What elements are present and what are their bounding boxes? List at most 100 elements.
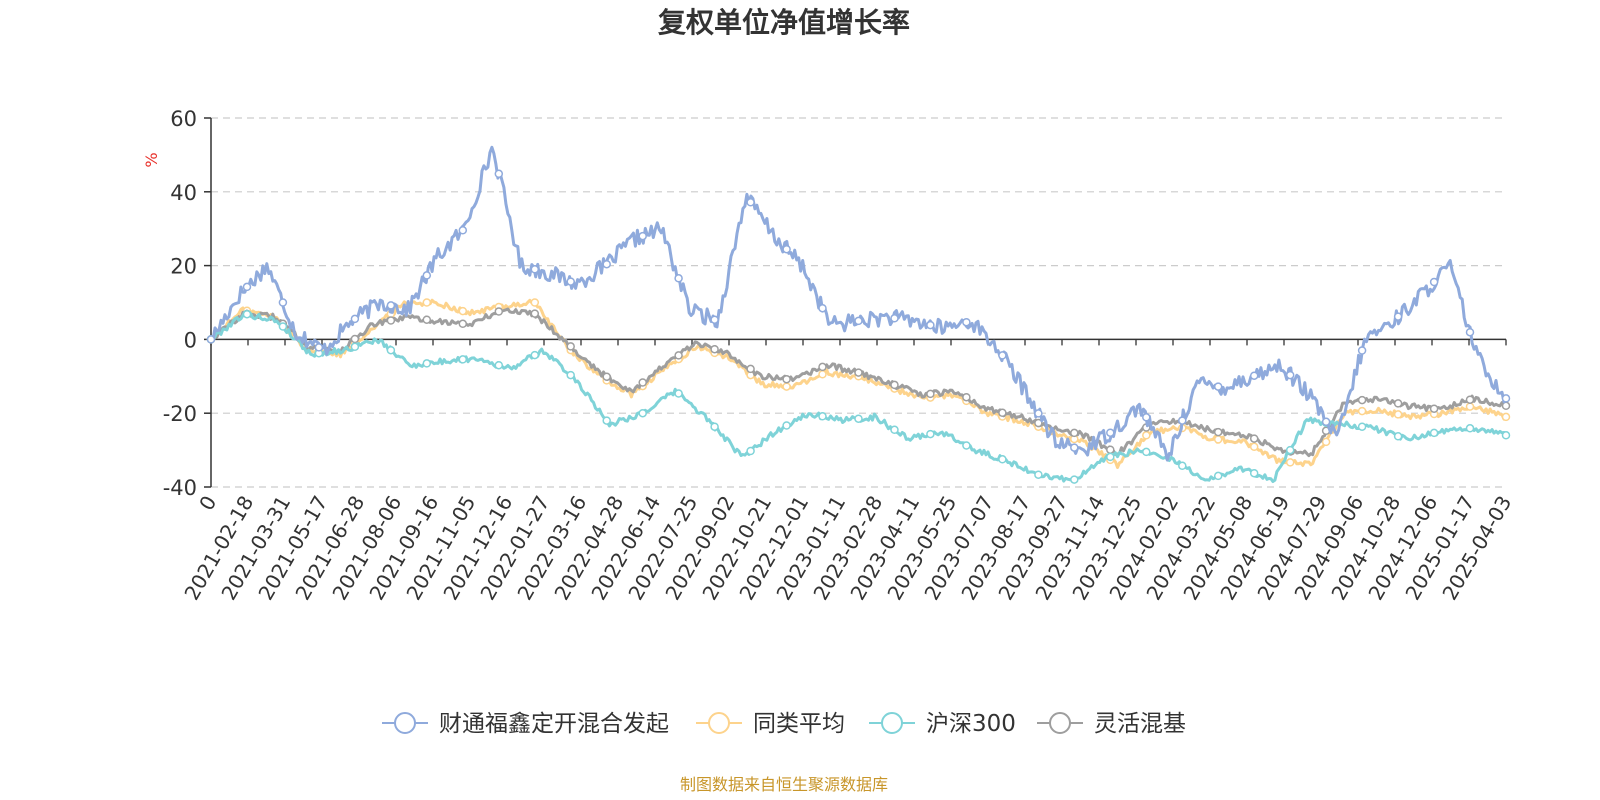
series-marker: [1357, 346, 1367, 355]
series-marker: [854, 316, 863, 326]
legend-item[interactable]: 沪深300: [869, 711, 1016, 737]
series-marker: [1249, 442, 1259, 452]
legend-marker: [394, 712, 416, 734]
series-marker: [1178, 416, 1187, 425]
x-ticks: 02021-02-182021-03-312021-05-172021-06-2…: [179, 339, 1516, 604]
series-marker: [1106, 445, 1115, 454]
legend-marker: [1049, 712, 1071, 734]
series-marker: [818, 412, 827, 421]
series-marker: [1249, 468, 1259, 478]
series-marker: [1249, 371, 1259, 380]
series-marker: [422, 271, 432, 280]
y-tick-label: 40: [170, 181, 197, 205]
series-marker: [314, 343, 324, 352]
x-tick-label: 0: [194, 492, 221, 515]
legend-item[interactable]: 同类平均: [696, 711, 845, 737]
series-marker: [278, 322, 288, 331]
series-marker: [1357, 406, 1367, 416]
series-marker: [638, 231, 647, 241]
legend-item[interactable]: 财通福鑫定开混合发起: [382, 711, 669, 737]
series-marker: [1034, 470, 1043, 479]
series-marker: [566, 370, 575, 380]
y-tick-label: 0: [184, 328, 197, 352]
series-marker: [818, 303, 827, 313]
legend-marker: [881, 712, 903, 734]
series-marker: [494, 307, 504, 316]
y-tick-label: -20: [163, 402, 197, 426]
series-marker: [494, 360, 504, 370]
series-marker: [1249, 434, 1259, 443]
series-marker: [350, 334, 360, 344]
series-marker: [602, 416, 611, 425]
series-marker: [1142, 413, 1151, 422]
series-marker: [1142, 431, 1151, 440]
series-marker: [386, 301, 396, 310]
series-marker: [566, 342, 575, 351]
legend-label: 灵活混基: [1094, 711, 1186, 737]
series-marker: [674, 389, 683, 398]
series-marker: [350, 342, 360, 352]
legend-marker: [708, 712, 730, 734]
series-marker: [242, 282, 252, 292]
series-marker: [530, 265, 540, 274]
chart-title: 复权单位净值增长率: [658, 6, 910, 39]
series-marker: [1285, 370, 1295, 380]
series-marker: [494, 169, 504, 179]
series-marker: [746, 446, 755, 456]
series-marker: [458, 355, 468, 364]
series-marker: [1429, 277, 1439, 287]
series-marker: [530, 350, 540, 360]
series-marker: [926, 429, 935, 439]
series-marker: [1106, 452, 1115, 462]
series-line: [210, 298, 1508, 469]
series-marker: [206, 335, 216, 344]
series-marker: [926, 389, 935, 399]
y-tick-label: 20: [170, 255, 197, 279]
legend-item[interactable]: 灵活混基: [1037, 711, 1186, 737]
series-marker: [890, 380, 899, 390]
series-marker: [1285, 445, 1295, 455]
series-marker: [1213, 435, 1223, 444]
series-marker: [1070, 428, 1079, 438]
y-ticks: -40 -20 0 20 40 60: [163, 107, 211, 500]
series-marker: [1501, 401, 1511, 411]
series-marker: [1213, 382, 1223, 391]
series-marker: [1034, 409, 1043, 418]
series-marker: [530, 298, 540, 307]
series-marker: [1070, 475, 1079, 484]
series-marker: [422, 315, 432, 324]
series-marker: [962, 441, 971, 450]
series-marker: [962, 392, 971, 402]
series-marker: [746, 198, 755, 207]
series-marker: [1142, 447, 1151, 457]
series-marker: [1429, 428, 1439, 438]
series-marker: [1321, 437, 1331, 447]
series-marker: [1393, 432, 1403, 441]
series-marker: [1106, 428, 1115, 437]
series-marker: [458, 319, 468, 329]
series-marker: [1285, 458, 1295, 467]
series-marker: [998, 351, 1007, 360]
source-note: 制图数据来自恒生聚源数据库: [680, 775, 888, 794]
series-marker: [1393, 399, 1403, 408]
y-tick-label: 60: [170, 107, 197, 131]
series-marker: [1465, 327, 1475, 337]
series-marker: [458, 226, 468, 235]
series-marker: [1501, 431, 1511, 440]
series-marker: [818, 370, 827, 379]
y-axis-label: %: [142, 152, 161, 167]
series-marker: [1393, 312, 1403, 321]
series-marker: [458, 306, 468, 316]
series-marker: [1429, 404, 1439, 413]
series-marker: [1178, 461, 1187, 471]
series-marker: [926, 320, 935, 330]
series-marker: [530, 309, 540, 318]
series-marker: [782, 382, 791, 391]
series-marker: [566, 277, 575, 286]
series-marker: [422, 359, 432, 368]
series-marker: [1357, 422, 1367, 431]
series-marker: [818, 362, 827, 372]
series-marker: [1465, 424, 1475, 433]
series-marker: [1321, 417, 1331, 427]
legend-label: 财通福鑫定开混合发起: [439, 711, 669, 737]
